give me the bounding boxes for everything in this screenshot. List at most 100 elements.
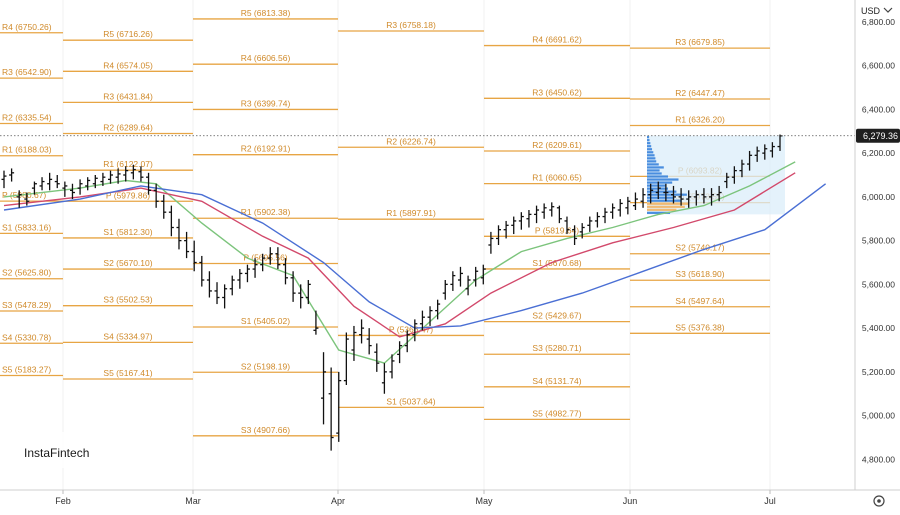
ohlc-bar <box>138 166 144 182</box>
pivot-label: R3 (6679.85) <box>675 37 725 47</box>
ohlc-bar <box>206 271 212 298</box>
ohlc-bar <box>686 190 692 208</box>
volume-profile-bar <box>647 205 685 208</box>
volume-profile-bar <box>647 193 687 196</box>
volume-profile-bar <box>647 148 653 151</box>
volume-profile <box>647 135 785 215</box>
ohlc-bar <box>404 330 410 353</box>
x-tick-label: Jul <box>764 496 776 506</box>
ohlc-bar <box>587 216 593 232</box>
volume-profile-bar <box>647 145 652 148</box>
pivot-label: R4 (6691.62) <box>532 35 582 45</box>
ohlc-bar <box>130 164 136 180</box>
ohlc-bar <box>769 142 775 158</box>
ohlc-bar <box>572 225 578 245</box>
ohlc-bar <box>191 240 197 272</box>
ohlc-bar <box>496 225 502 245</box>
ohlc-bar <box>153 183 159 208</box>
ohlc-bar <box>343 332 349 385</box>
volume-profile-bar <box>647 136 650 139</box>
pivot-label: R3 (6542.90) <box>2 67 52 77</box>
pivot-label: R2 (6209.61) <box>532 140 582 150</box>
volume-profile-bar <box>647 187 668 190</box>
ohlc-bar <box>457 266 463 287</box>
current-price-badge <box>856 128 900 143</box>
volume-profile-bar <box>647 151 654 154</box>
ohlc-bar <box>632 192 638 210</box>
ohlc-bar <box>389 354 395 379</box>
ohlc-bar <box>267 247 273 265</box>
ohlc-bar <box>214 282 220 305</box>
y-tick-label: 6,600.00 <box>862 61 895 71</box>
ohlc-bar <box>716 185 722 202</box>
pivot-label: R3 (6399.74) <box>241 98 291 108</box>
ohlc-bar <box>579 223 585 239</box>
ohlc-bar <box>366 328 372 355</box>
volume-profile-bar <box>647 184 666 187</box>
y-tick-label: 6,200.00 <box>862 148 895 158</box>
ohlc-bar <box>321 352 327 425</box>
ohlc-bar <box>313 310 319 335</box>
y-axis: 4,800.00 5,000.00 5,200.00 5,400.00 5,600.00… <box>862 17 895 465</box>
pivot-label: R1 (6326.20) <box>675 115 725 125</box>
volume-profile-bar <box>647 190 677 193</box>
volume-profile-bar <box>647 172 662 175</box>
ohlc-bar <box>663 183 669 202</box>
pivot-label: R5 (6716.26) <box>103 29 153 39</box>
pivot-label: S1 (5833.16) <box>2 222 51 232</box>
volume-profile-bar <box>647 157 656 160</box>
ohlc-bar <box>336 371 342 442</box>
pivot-label: S1 (5037.64) <box>386 396 435 406</box>
pivot-label: S5 (5183.27) <box>2 365 51 375</box>
volume-profile-bar <box>647 175 668 178</box>
ohlc-bar <box>146 172 152 195</box>
ohlc-bar <box>610 203 616 219</box>
volume-profile-bar <box>647 202 689 205</box>
pivot-label: S3 (5618.90) <box>675 269 724 279</box>
ohlc-bar <box>693 190 699 206</box>
pivot-label: S3 (5280.71) <box>532 343 581 353</box>
ohlc-bar <box>412 319 418 342</box>
volume-profile-bar <box>647 139 650 142</box>
brand-box <box>18 432 94 468</box>
ohlc-bar <box>381 363 387 394</box>
pivot-label: S4 (5334.97) <box>103 331 152 341</box>
settings-icon[interactable] <box>873 495 885 507</box>
ohlc-bars <box>1 134 783 451</box>
ohlc-bar <box>298 284 304 309</box>
volume-profile-bar <box>647 196 675 199</box>
pivot-label: R2 (6192.91) <box>241 144 291 154</box>
ohlc-bar <box>328 367 334 451</box>
ohlc-bar <box>290 271 296 302</box>
pivot-label: S1 (5812.30) <box>103 227 152 237</box>
ohlc-bar <box>678 188 684 206</box>
ohlc-bar <box>450 271 456 291</box>
ohlc-bar <box>419 310 425 331</box>
ohlc-bar <box>465 275 471 296</box>
ohlc-bar <box>397 341 403 364</box>
ohlc-bar <box>747 150 753 171</box>
ohlc-bar <box>670 185 676 204</box>
ohlc-bar <box>518 212 524 230</box>
volume-profile-bar <box>647 199 681 202</box>
pivot-label: S2 (5429.67) <box>532 311 581 321</box>
pivot-label: R3 (6450.62) <box>532 87 582 97</box>
current-price-value: 6,279.36 <box>863 131 898 141</box>
ohlc-bar <box>54 175 60 189</box>
pivot-label: P (5366.47) <box>389 324 433 334</box>
chevron-down-icon[interactable] <box>883 7 893 13</box>
pivot-label: S3 (5502.53) <box>103 295 152 305</box>
currency-label[interactable]: USD <box>861 6 881 16</box>
pivot-label: S2 (5625.80) <box>2 268 51 278</box>
pivot-label: S1 (5405.02) <box>241 316 290 326</box>
moving-average-line <box>3 172 796 338</box>
ohlc-bar <box>275 247 281 270</box>
ohlc-bar <box>244 264 250 283</box>
ohlc-bar <box>1 170 7 189</box>
ohlc-bar <box>564 216 570 235</box>
pivot-label: R1 (5902.38) <box>241 207 291 217</box>
pivot-label: S5 (4982.77) <box>532 408 581 418</box>
x-tick-label: Apr <box>331 496 345 506</box>
